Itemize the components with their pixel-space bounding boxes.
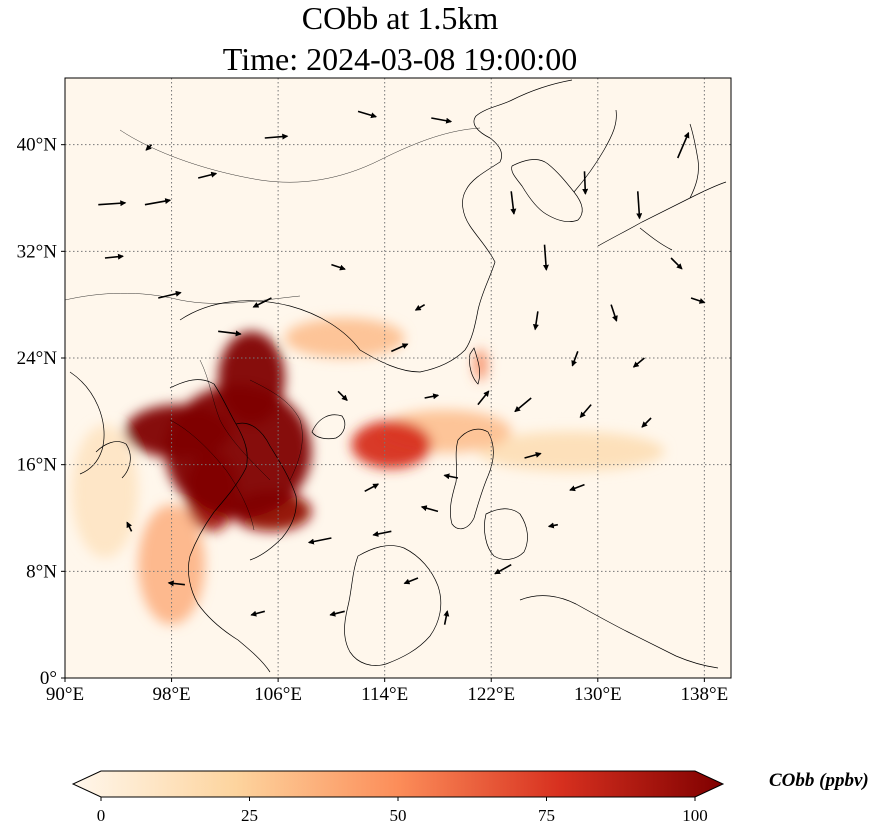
wind-arrow — [636, 191, 643, 220]
wind-arrow — [477, 390, 490, 406]
wind-arrow — [420, 505, 439, 513]
wind-arrow — [337, 390, 348, 402]
wind-arrow — [329, 610, 345, 617]
wind-arrow — [364, 483, 380, 493]
wind-arrow — [126, 521, 133, 532]
wind-arrow — [582, 171, 589, 195]
colorbar-bar — [71, 770, 725, 798]
lon-tick-label: 122°E — [467, 684, 515, 705]
plume-region — [473, 348, 488, 381]
wind-arrow — [690, 297, 706, 304]
wind-arrow — [357, 110, 377, 119]
wind-arrow — [494, 563, 512, 575]
lat-tick-label: 0° — [40, 668, 57, 689]
plume-region — [71, 424, 139, 558]
wind-arrow — [391, 343, 409, 353]
wind-arrow — [569, 483, 585, 492]
wind-arrow — [542, 244, 549, 271]
wind-arrow — [514, 397, 532, 413]
plume-region — [138, 504, 205, 625]
wind-arrow — [145, 144, 153, 151]
wind-arrow — [218, 330, 242, 337]
lon-tick-label: 114°E — [361, 684, 408, 705]
lon-tick-label: 138°E — [681, 684, 729, 705]
wind-arrow — [250, 610, 266, 617]
wind-arrow — [632, 357, 645, 368]
colorbar: 0 25 50 75 100 — [71, 770, 725, 825]
lat-tick-label: 24°N — [17, 348, 58, 369]
colorbar-tick-label: 75 — [538, 806, 555, 825]
wind-arrow — [307, 537, 332, 545]
lat-tick-label: 40°N — [17, 135, 58, 156]
wind-arrow — [443, 610, 450, 625]
colorbar-label: CObb (ppbv) — [769, 770, 869, 791]
gridlines — [65, 78, 731, 678]
colorbar-tick-label: 25 — [241, 806, 258, 825]
wind-arrow — [431, 117, 453, 124]
wind-arrow — [571, 351, 579, 367]
wind-arrow — [443, 473, 459, 480]
title-line-2: Time: 2024-03-08 19:00:00 — [222, 41, 578, 77]
plume-region — [477, 431, 665, 472]
title-line-1: CObb at 1.5km — [301, 0, 499, 36]
wind-arrow — [158, 290, 182, 299]
lon-tick-label: 90°E — [46, 684, 84, 705]
lat-tick-label: 8°N — [26, 561, 57, 582]
wind-vectors — [98, 110, 706, 625]
map-frame — [64, 77, 732, 679]
latitude-ticks: 0° 8°N 16°N 24°N 32°N 40°N — [17, 135, 65, 689]
country-borders — [65, 127, 481, 531]
wind-arrow — [144, 198, 172, 206]
lon-tick-label: 98°E — [152, 684, 190, 705]
wind-arrow — [252, 297, 272, 308]
wind-arrow — [676, 131, 690, 159]
colorbar-tick-label: 0 — [97, 806, 106, 825]
wind-arrow — [104, 253, 124, 260]
wind-arrow — [532, 311, 539, 331]
coastlines — [69, 79, 727, 673]
wind-arrow — [403, 577, 419, 585]
plume-region — [124, 404, 232, 459]
lon-tick-label: 130°E — [574, 684, 622, 705]
wind-arrow — [264, 133, 289, 140]
wind-arrow — [510, 191, 517, 215]
lon-tick-label: 106°E — [254, 684, 302, 705]
wind-arrow — [167, 580, 185, 587]
cobb-concentration-field — [71, 318, 665, 625]
wind-arrow — [670, 257, 683, 270]
lat-tick-label: 16°N — [17, 455, 58, 476]
wind-arrow — [331, 263, 346, 271]
wind-arrow — [372, 530, 392, 537]
wind-arrow — [98, 200, 127, 207]
colorbar-tick-label: 100 — [682, 806, 708, 825]
wind-arrow — [414, 303, 426, 311]
wind-arrow — [641, 417, 652, 428]
plume-region — [218, 331, 285, 425]
lat-tick-label: 32°N — [17, 241, 58, 262]
wind-arrow — [547, 522, 558, 529]
wind-arrow — [579, 404, 592, 419]
wind-arrow — [424, 393, 440, 400]
plume-region — [351, 420, 432, 469]
colorbar-tick-label: 50 — [390, 806, 407, 825]
plume-region — [284, 318, 405, 358]
wind-arrow — [198, 171, 218, 179]
wind-arrow — [610, 304, 618, 322]
wind-arrow — [524, 451, 542, 459]
colorbar-ticks: 0 25 50 75 100 — [97, 797, 708, 825]
longitude-ticks: 90°E 98°E 106°E 114°E 122°E 130°E 138°E — [46, 678, 728, 705]
